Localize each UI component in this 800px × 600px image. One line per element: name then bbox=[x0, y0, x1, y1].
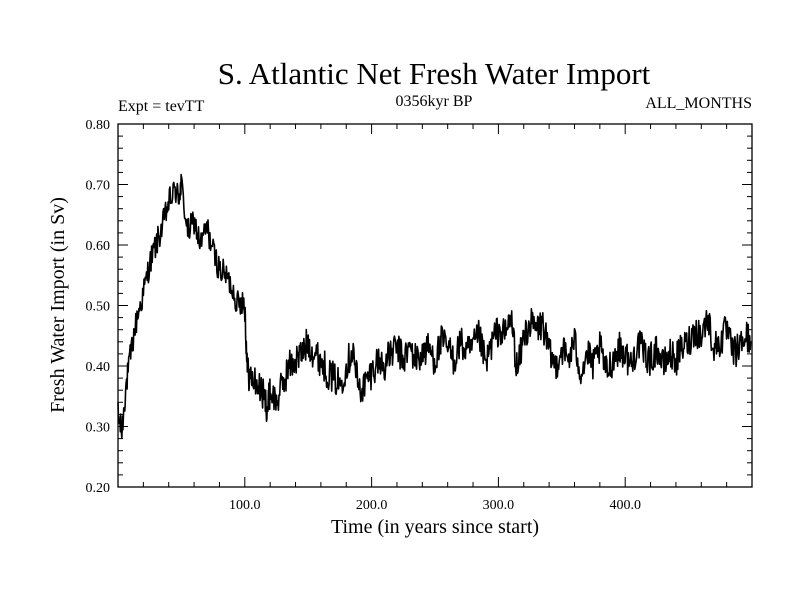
y-tick-label: 0.50 bbox=[86, 300, 111, 315]
x-tick-label: 200.0 bbox=[356, 498, 388, 513]
x-axis-label: Time (in years since start) bbox=[331, 516, 539, 538]
x-tick-label: 100.0 bbox=[229, 498, 261, 513]
months-label: ALL_MONTHS bbox=[645, 95, 752, 112]
y-tick-label: 0.30 bbox=[86, 421, 111, 436]
tick-labels: 100.0 200.0 300.0 400.0 0.20 0.30 0.40 0.50 0.60… bbox=[86, 118, 641, 513]
x-tick-label: 400.0 bbox=[609, 498, 641, 513]
chart-title: S. Atlantic Net Fresh Water Import bbox=[218, 56, 651, 91]
y-tick-label: 0.80 bbox=[86, 118, 111, 133]
period-label: 0356kyr BP bbox=[396, 93, 473, 110]
plot-frame bbox=[117, 123, 753, 488]
experiment-label: Expt = tevTT bbox=[118, 98, 205, 115]
y-tick-label: 0.40 bbox=[86, 360, 111, 375]
y-tick-label: 0.70 bbox=[86, 179, 111, 194]
x-tick-label: 300.0 bbox=[483, 498, 515, 513]
y-axis-label: Fresh Water Import (in Sv) bbox=[47, 197, 69, 413]
y-tick-label: 0.20 bbox=[86, 481, 111, 496]
series-layer bbox=[117, 173, 752, 439]
axis-ticks bbox=[118, 124, 752, 487]
y-tick-label: 0.60 bbox=[86, 239, 111, 254]
series-line bbox=[117, 173, 752, 439]
